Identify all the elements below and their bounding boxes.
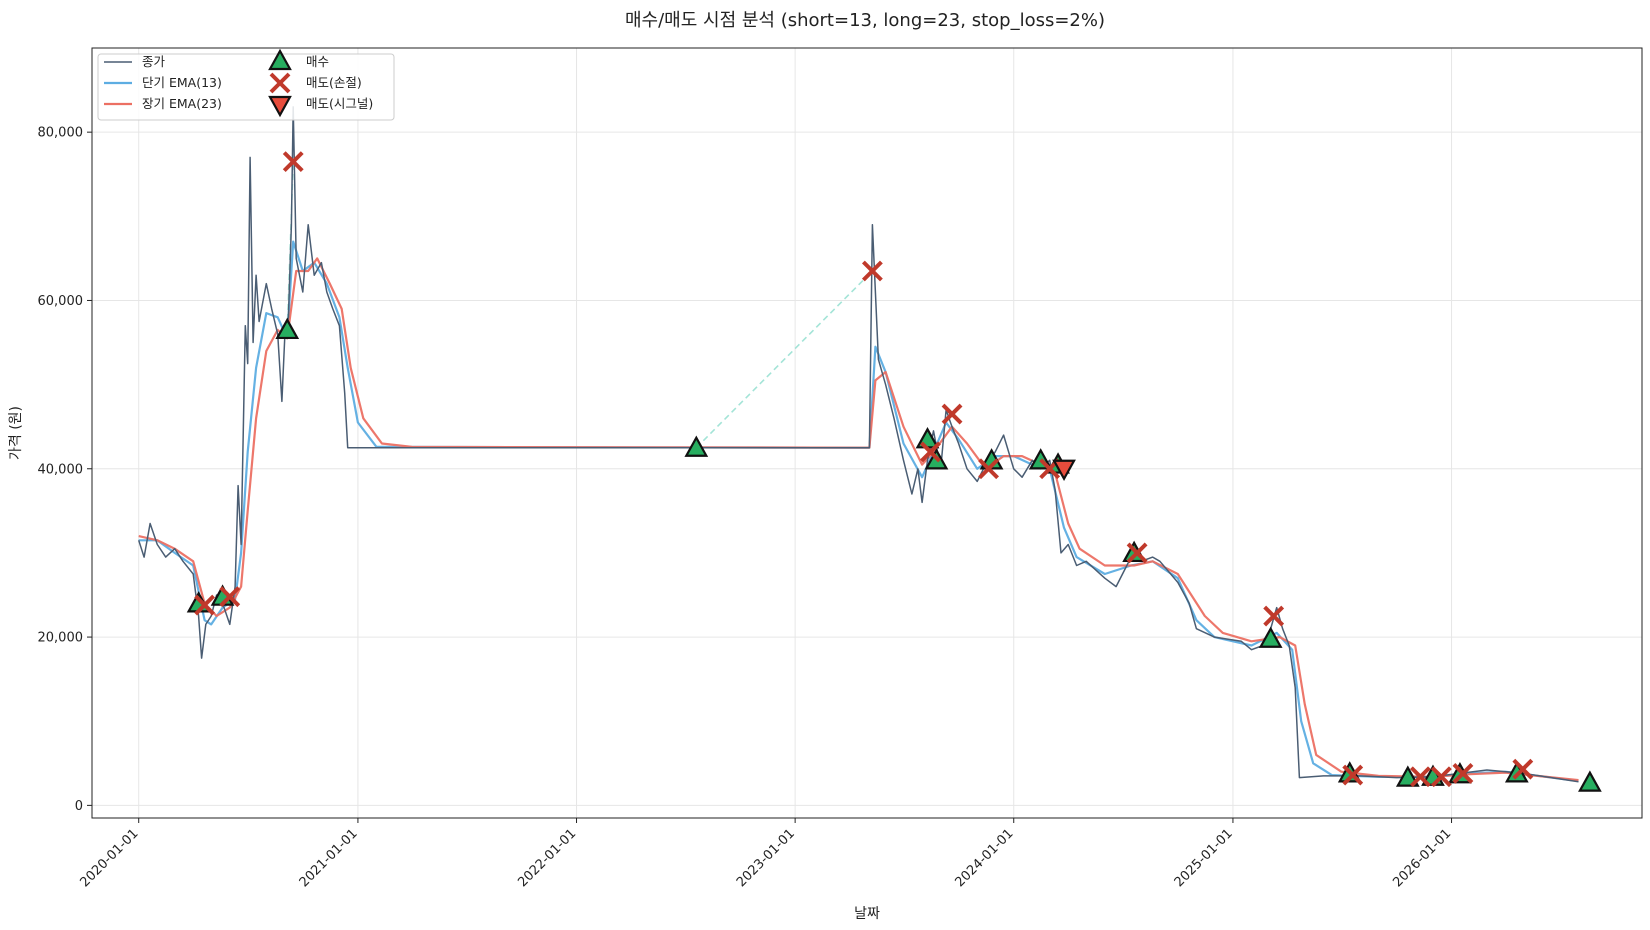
x-axis-ticks: 2020-01-01 2021-01-01 2022-01-01 2023-01-01… bbox=[78, 818, 1454, 890]
sell-stop-marker bbox=[1263, 605, 1285, 627]
sell-stop-marker bbox=[194, 594, 216, 616]
x-tick-label: 2020-01-01 bbox=[78, 826, 142, 890]
trade-markers bbox=[186, 151, 1602, 792]
sell-stop-marker bbox=[1452, 762, 1474, 784]
sell-stop-marker bbox=[941, 403, 963, 425]
x-tick-label: 2025-01-01 bbox=[1172, 826, 1236, 890]
cross-stroke bbox=[282, 151, 304, 173]
cross-stroke bbox=[269, 72, 291, 94]
legend-label-sell_stop: 매도(손절) bbox=[306, 75, 362, 90]
cross-stroke bbox=[194, 594, 216, 616]
trade-line bbox=[695, 270, 873, 449]
x-tick-label: 2024-01-01 bbox=[953, 826, 1017, 890]
cross-stroke bbox=[219, 586, 241, 608]
legend-label-ema_long: 장기 EMA(23) bbox=[142, 96, 222, 111]
plot-background bbox=[92, 48, 1642, 818]
y-tick-label: 40,000 bbox=[38, 462, 84, 477]
legend-swatch-sell-signal bbox=[268, 95, 292, 118]
x-tick-label: 2022-01-01 bbox=[515, 826, 579, 890]
cross-stroke bbox=[920, 441, 941, 463]
y-tick-label: 20,000 bbox=[38, 631, 84, 646]
x-axis-title: 날짜 bbox=[854, 906, 880, 922]
x-tick-label: 2021-01-01 bbox=[297, 826, 361, 890]
sell-stop-marker bbox=[920, 441, 941, 463]
plot-frame bbox=[91, 47, 1643, 819]
legend-label-ema_short: 단기 EMA(13) bbox=[142, 75, 222, 90]
sell-stop-marker bbox=[1512, 758, 1534, 780]
legend-box bbox=[97, 53, 395, 121]
cross-stroke bbox=[978, 458, 999, 480]
sell-stop-marker bbox=[1409, 766, 1431, 788]
cross-stroke bbox=[941, 403, 963, 425]
chart-title: 매수/매도 시점 분석 (short=13, long=23, stop_los… bbox=[625, 10, 1105, 31]
cross-stroke bbox=[1512, 758, 1534, 780]
sell-stop-marker bbox=[1342, 764, 1364, 786]
sell-stop-marker bbox=[978, 458, 999, 480]
buy-marker bbox=[1258, 626, 1283, 648]
legend-label-close: 종가 bbox=[142, 54, 166, 69]
buy-marker bbox=[684, 435, 709, 457]
buy-marker bbox=[275, 317, 300, 340]
grid bbox=[92, 48, 1642, 818]
sell-stop-marker bbox=[861, 260, 883, 282]
sell-signal-marker bbox=[1052, 459, 1076, 482]
legend-swatch-sell-stop bbox=[269, 72, 291, 94]
sell-stop-marker bbox=[219, 586, 241, 608]
x-tick-label: 2023-01-01 bbox=[734, 826, 798, 890]
x-tick-label: 2026-01-01 bbox=[1390, 826, 1454, 890]
legend-label-buy: 매수 bbox=[306, 54, 329, 69]
sell-stop-marker bbox=[1126, 542, 1148, 564]
cross-stroke bbox=[1342, 764, 1364, 786]
sell-stop-marker bbox=[1430, 766, 1452, 788]
y-tick-label: 0 bbox=[75, 799, 83, 814]
cross-stroke bbox=[1430, 766, 1452, 788]
y-tick-label: 60,000 bbox=[38, 294, 84, 309]
y-tick-label: 80,000 bbox=[38, 126, 84, 141]
cross-stroke bbox=[1263, 605, 1285, 627]
cross-stroke bbox=[1452, 762, 1474, 784]
close-price-line bbox=[137, 106, 1579, 783]
cross-stroke bbox=[1126, 542, 1148, 564]
cross-stroke bbox=[861, 260, 883, 282]
sell-stop-marker bbox=[282, 151, 304, 173]
y-axis-title: 가격 (원) bbox=[8, 406, 24, 460]
legend-label-sell_signal: 매도(시그널) bbox=[306, 96, 373, 111]
cross-stroke bbox=[1409, 766, 1431, 788]
legend-swatch-buy bbox=[268, 48, 292, 71]
buy-marker bbox=[1395, 765, 1420, 787]
y-axis-ticks: 0 20,000 40,000 60,000 80,000 bbox=[38, 126, 92, 814]
buy-marker bbox=[1578, 770, 1602, 792]
